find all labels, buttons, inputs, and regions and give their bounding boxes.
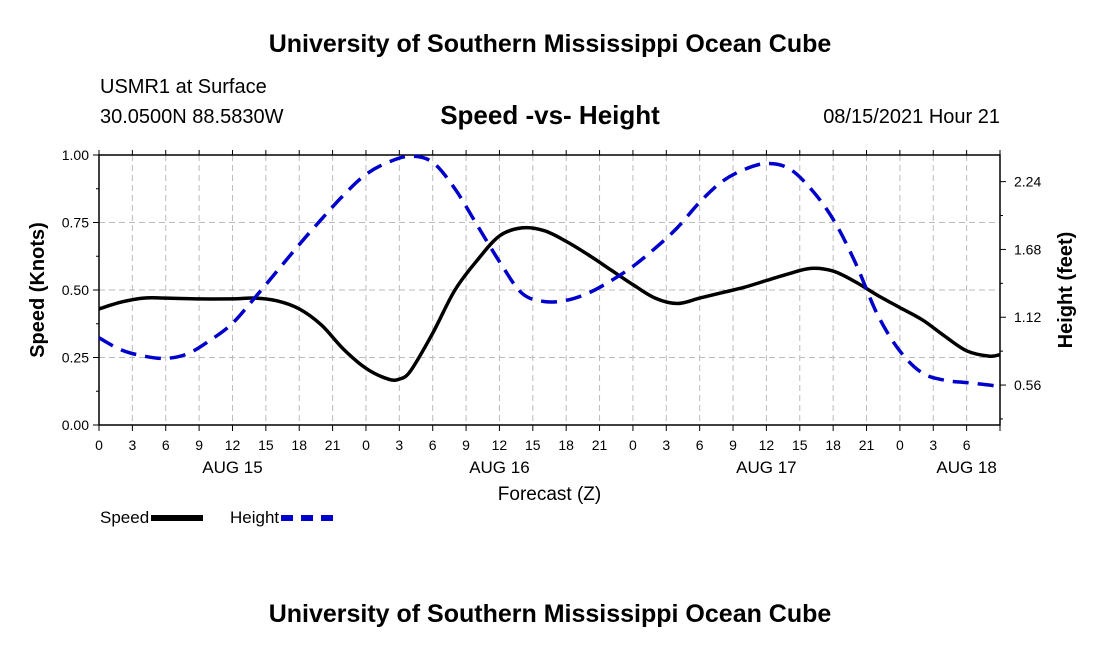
x-tick-label: 0 — [629, 437, 637, 453]
x-tick-label: 12 — [759, 437, 775, 453]
series-speed-line — [98, 225, 1001, 383]
x-tick-label: 21 — [592, 437, 608, 453]
forecast-timestamp: 08/15/2021 Hour 21 — [823, 106, 1000, 128]
date-label: AUG 16 — [469, 458, 529, 477]
x-tick-label: 9 — [195, 437, 203, 453]
legend-height-swatch — [281, 515, 334, 521]
x-tick-label: 18 — [558, 437, 574, 453]
x-tick-label: 18 — [291, 437, 307, 453]
x-axis-title: Forecast (Z) — [498, 484, 601, 505]
x-tick-label: 3 — [395, 437, 403, 453]
legend-height: Height — [230, 508, 334, 528]
x-tick-label: 21 — [325, 437, 341, 453]
x-tick-label: 3 — [662, 437, 670, 453]
series-height-line — [98, 154, 1001, 389]
x-tick-label: 6 — [429, 437, 437, 453]
y2-tick-label: 1.68 — [1014, 241, 1041, 257]
x-tick-label: 21 — [859, 437, 875, 453]
x-tick-label: 12 — [492, 437, 508, 453]
legend-height-label: Height — [230, 508, 280, 527]
y-tick-label: 1.00 — [62, 147, 89, 163]
y2-axis-title: Height (feet) — [1055, 232, 1077, 349]
x-tick-label: 9 — [462, 437, 470, 453]
x-tick-label: 12 — [225, 437, 241, 453]
x-tick-label: 0 — [896, 437, 904, 453]
x-tick-label: 6 — [963, 437, 971, 453]
x-tick-label: 15 — [792, 437, 808, 453]
x-tick-label: 15 — [258, 437, 274, 453]
x-tick-label: 9 — [729, 437, 737, 453]
x-tick-label: 3 — [929, 437, 937, 453]
x-tick-label: 15 — [525, 437, 541, 453]
x-tick-label: 0 — [95, 437, 103, 453]
station-name: USMR1 at Surface — [100, 76, 267, 98]
x-tick-label: 0 — [362, 437, 370, 453]
y-tick-label: 0.75 — [62, 215, 89, 231]
date-label: AUG 15 — [202, 458, 262, 477]
y2-tick-label: 0.56 — [1014, 377, 1041, 393]
legend-speed-label: Speed — [100, 508, 150, 527]
date-label: AUG 17 — [736, 458, 796, 477]
chart-subtitle: Speed -vs- Height — [440, 100, 660, 130]
footer-title: University of Southern Mississippi Ocean… — [268, 600, 832, 628]
y-axis-title: Speed (Knots) — [27, 222, 49, 358]
station-coordinates: 30.0500N 88.5830W — [100, 106, 284, 128]
legend-speed: Speed — [100, 508, 204, 528]
plot-frame — [98, 154, 1001, 426]
x-tick-label: 6 — [696, 437, 704, 453]
y2-tick-label: 2.24 — [1014, 174, 1041, 190]
y-tick-label: 0.00 — [62, 417, 89, 433]
page-title: University of Southern Mississippi Ocean… — [268, 30, 832, 58]
y2-tick-label: 1.12 — [1014, 309, 1041, 325]
x-tick-label: 6 — [162, 437, 170, 453]
legend-speed-swatch — [151, 515, 204, 521]
y-tick-label: 0.50 — [62, 282, 89, 298]
y-tick-label: 0.25 — [62, 350, 89, 366]
x-tick-label: 18 — [825, 437, 841, 453]
date-label: AUG 18 — [936, 458, 996, 477]
x-tick-label: 3 — [128, 437, 136, 453]
